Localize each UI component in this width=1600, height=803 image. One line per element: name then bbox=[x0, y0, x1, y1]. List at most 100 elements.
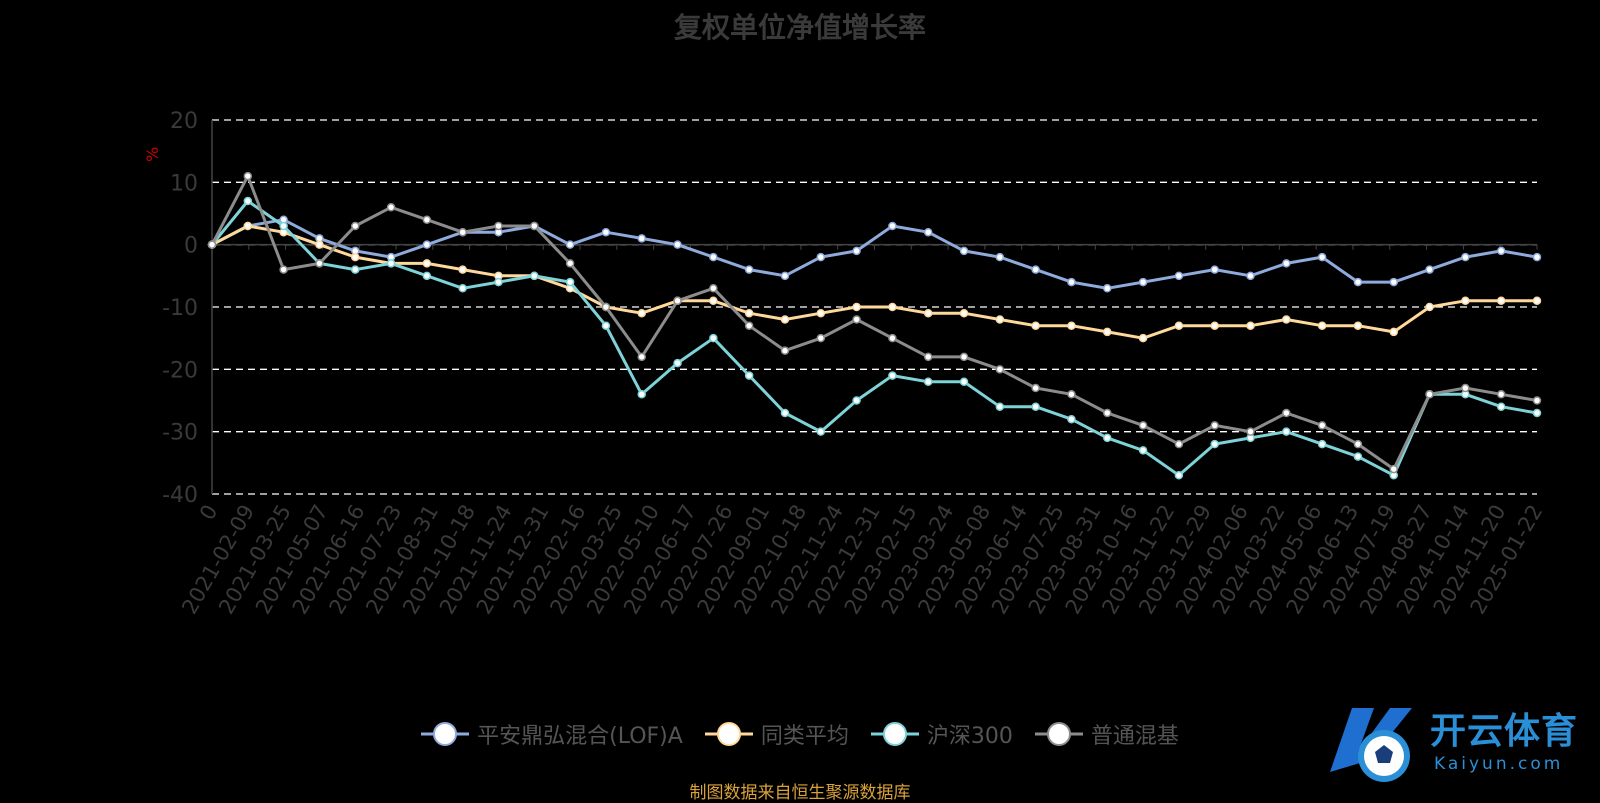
data-point bbox=[995, 315, 1005, 324]
legend-item[interactable]: 沪深300 bbox=[870, 718, 1013, 750]
data-point bbox=[673, 240, 682, 249]
data-point bbox=[1461, 252, 1470, 262]
data-point bbox=[1103, 433, 1112, 443]
data-point bbox=[1425, 265, 1434, 274]
data-point bbox=[923, 308, 933, 318]
data-point bbox=[1353, 452, 1363, 461]
data-point bbox=[780, 315, 790, 324]
legend-item[interactable]: 普通混基 bbox=[1034, 718, 1179, 750]
data-point bbox=[888, 333, 897, 343]
data-point bbox=[601, 302, 611, 312]
data-point bbox=[1317, 321, 1327, 330]
data-point bbox=[852, 302, 861, 312]
data-point bbox=[1425, 390, 1434, 399]
data-point bbox=[1246, 271, 1255, 281]
data-point bbox=[637, 308, 646, 318]
legend-label: 沪深300 bbox=[926, 724, 1013, 749]
data-point bbox=[1103, 327, 1112, 337]
data-point bbox=[709, 252, 718, 262]
data-point bbox=[673, 296, 682, 306]
data-point bbox=[709, 284, 718, 293]
brand-logo: 开云体育 Kaiyun.com bbox=[1312, 700, 1592, 790]
legend-marker-icon bbox=[1034, 722, 1083, 746]
data-point bbox=[709, 333, 718, 343]
data-point bbox=[995, 252, 1005, 262]
data-point bbox=[1496, 390, 1506, 399]
line-chart: 20100-10-20-30-40%02021-02-092021-03-252… bbox=[143, 109, 1547, 618]
data-point bbox=[494, 221, 503, 231]
data-point bbox=[1138, 277, 1148, 287]
data-point bbox=[1532, 252, 1542, 262]
data-point bbox=[637, 352, 646, 362]
data-point bbox=[1532, 408, 1542, 418]
series-line-3 bbox=[210, 174, 1538, 471]
legend-item[interactable]: 同类平均 bbox=[704, 718, 849, 750]
data-point bbox=[1031, 321, 1040, 330]
data-point bbox=[565, 277, 575, 287]
data-point bbox=[995, 402, 1005, 411]
data-point bbox=[816, 308, 826, 318]
data-point bbox=[1210, 321, 1219, 330]
series-line-2 bbox=[210, 199, 1538, 477]
data-point bbox=[923, 377, 933, 387]
data-point bbox=[1174, 439, 1184, 449]
data-point bbox=[816, 252, 826, 262]
data-point bbox=[350, 252, 360, 262]
data-point bbox=[852, 246, 861, 256]
data-point bbox=[1246, 427, 1255, 436]
y-tick-label: -20 bbox=[162, 358, 198, 383]
data-point bbox=[852, 315, 861, 324]
data-point bbox=[888, 371, 897, 380]
data-point bbox=[1174, 471, 1184, 480]
y-tick-label: -40 bbox=[162, 483, 198, 508]
data-point bbox=[315, 259, 324, 268]
data-point bbox=[386, 259, 396, 268]
data-point bbox=[386, 203, 396, 212]
data-point bbox=[1496, 402, 1506, 411]
data-point bbox=[279, 221, 288, 231]
legend-item[interactable]: 平安鼎弘混合(LOF)A bbox=[421, 718, 683, 750]
data-point bbox=[494, 277, 503, 287]
x-tick-label: 0 bbox=[195, 501, 222, 525]
data-point bbox=[1138, 421, 1148, 430]
data-point bbox=[207, 240, 217, 249]
data-point bbox=[1353, 277, 1363, 287]
legend-marker-icon bbox=[421, 722, 470, 746]
data-point bbox=[1282, 259, 1291, 268]
data-point bbox=[1389, 277, 1399, 287]
data-point bbox=[565, 259, 575, 268]
chart-title: 复权单位净值增长率 bbox=[673, 11, 926, 44]
data-point bbox=[744, 265, 754, 274]
data-point bbox=[422, 259, 432, 268]
y-tick-label: 20 bbox=[170, 109, 198, 134]
series-line-1 bbox=[211, 224, 1537, 340]
y-tick-label: -30 bbox=[162, 421, 198, 446]
data-point bbox=[744, 308, 754, 318]
logo-name: 开云体育 bbox=[1430, 711, 1579, 752]
legend-marker-icon bbox=[870, 722, 919, 746]
data-point bbox=[637, 234, 646, 243]
data-point bbox=[315, 240, 324, 249]
legend-marker-icon bbox=[704, 722, 753, 746]
series-line-0 bbox=[211, 218, 1538, 290]
data-point bbox=[243, 221, 253, 231]
data-point bbox=[852, 396, 861, 405]
data-point bbox=[601, 321, 611, 330]
data-point bbox=[279, 265, 288, 274]
data-point bbox=[1353, 439, 1363, 449]
y-tick-label: 10 bbox=[170, 171, 198, 196]
data-point bbox=[1138, 446, 1148, 455]
data-point bbox=[780, 346, 790, 355]
y-axis-label: % bbox=[143, 147, 162, 162]
data-point bbox=[1067, 390, 1076, 399]
data-point bbox=[1353, 321, 1363, 330]
data-point bbox=[816, 427, 826, 436]
chart-legend: 平安鼎弘混合(LOF)A 同类平均 沪深300 普通混基 bbox=[0, 718, 1600, 750]
data-point bbox=[1532, 296, 1542, 306]
data-point bbox=[1031, 402, 1040, 411]
data-point bbox=[959, 377, 969, 387]
data-source-note: 制图数据来自恒生聚源数据库 bbox=[689, 783, 911, 803]
data-point bbox=[1138, 333, 1148, 343]
data-point bbox=[458, 265, 467, 274]
data-point bbox=[1282, 315, 1291, 324]
